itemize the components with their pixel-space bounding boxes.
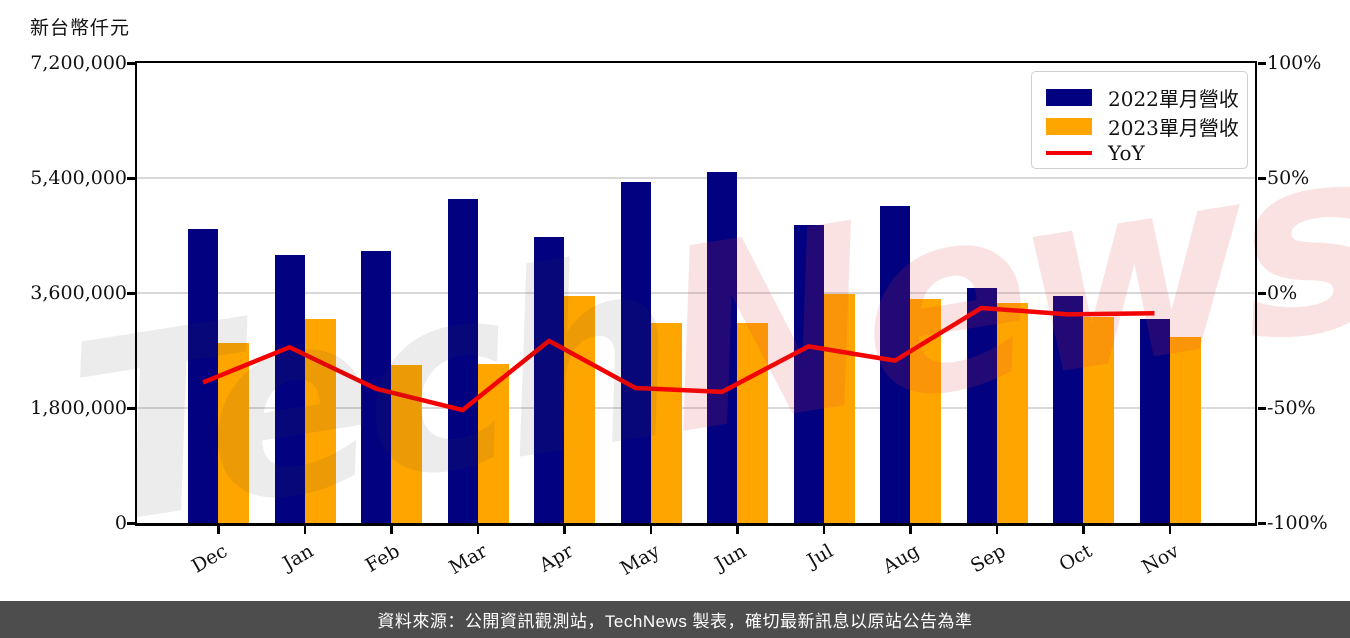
x-axis-tick: [995, 526, 998, 534]
y-axis-label: 7,200,000: [30, 52, 127, 74]
x-axis-label-jun: Jun: [711, 540, 750, 576]
right-axis-tick: [1257, 407, 1266, 410]
gridline: [137, 177, 1255, 179]
legend-label-2023: 2023單月營收: [1108, 116, 1239, 140]
y-axis-label: 3,600,000: [30, 282, 127, 304]
x-axis-tick: [736, 526, 739, 534]
x-axis-label-oct: Oct: [1055, 540, 1096, 576]
x-axis-tick: [217, 526, 220, 534]
x-axis-label-dec: Dec: [187, 540, 231, 578]
x-axis-tick: [649, 526, 652, 534]
x-axis-tick: [909, 526, 912, 534]
percent-axis-label: 100%: [1267, 52, 1322, 74]
chart-figure: 新台幣仟元 TechNews 7,200,0005,400,0003,600,0…: [30, 17, 1350, 583]
y-axis-label: 5,400,000: [30, 167, 127, 189]
x-axis-label-apr: Apr: [535, 540, 577, 577]
x-axis-label-nov: Nov: [1137, 540, 1183, 579]
percent-axis-label: 0%: [1267, 282, 1298, 304]
legend-label-2022: 2022單月營收: [1108, 87, 1239, 111]
legend-item-yoy: YoY: [1046, 141, 1233, 165]
x-axis-tick: [822, 526, 825, 534]
left-axis-tick: [126, 177, 135, 180]
left-axis-tick: [126, 407, 135, 410]
left-axis-tick: [126, 62, 135, 65]
legend-swatch-2023: [1046, 118, 1092, 135]
left-axis-tick: [126, 522, 135, 525]
x-axis-label-jul: Jul: [803, 540, 837, 573]
x-axis-tick: [476, 526, 479, 534]
x-axis-tick: [1168, 526, 1171, 534]
left-axis-tick: [126, 292, 135, 295]
x-axis-tick: [390, 526, 393, 534]
y-axis-unit-label: 新台幣仟元: [30, 17, 131, 39]
percent-axis-label: -100%: [1267, 512, 1328, 534]
y-axis-label: 1,800,000: [30, 397, 127, 419]
legend-item-2023: 2023單月營收: [1046, 112, 1239, 141]
x-axis-tick: [563, 526, 566, 534]
right-axis-tick: [1257, 522, 1266, 525]
right-axis-tick: [1257, 62, 1266, 65]
source-footer-text: 資料來源：公開資訊觀測站，TechNews 製表，確切最新訊息以原站公告為準: [377, 612, 973, 631]
gridline: [137, 292, 1255, 294]
right-axis-tick: [1257, 292, 1266, 295]
bar-2023-nov: [1169, 337, 1201, 523]
percent-axis-label: -50%: [1267, 397, 1316, 419]
legend-swatch-yoy: [1046, 150, 1092, 156]
percent-axis-label: 50%: [1267, 167, 1310, 189]
legend: 2022單月營收 2023單月營收 YoY: [1031, 71, 1248, 169]
x-axis-label-jan: Jan: [279, 540, 318, 575]
y-axis-label: 0: [114, 512, 127, 534]
x-axis-label-sep: Sep: [966, 540, 1010, 578]
x-axis-label-aug: Aug: [878, 540, 923, 579]
axes-layer: 7,200,000 5,400,000 3,600,000 1,800,000 0 100…: [30, 52, 1328, 580]
legend-item-2022: 2022單月營收: [1046, 83, 1239, 112]
x-axis-tick: [1082, 526, 1085, 534]
x-axis-tick: [303, 526, 306, 534]
x-axis-label-may: May: [616, 540, 664, 580]
x-axis-label-mar: Mar: [444, 540, 491, 579]
right-axis-tick: [1257, 177, 1266, 180]
legend-swatch-2022: [1046, 89, 1092, 106]
x-axis-label-feb: Feb: [362, 540, 404, 577]
legend-label-yoy: YoY: [1108, 141, 1145, 165]
source-footer: 資料來源：公開資訊觀測站，TechNews 製表，確切最新訊息以原站公告為準: [0, 601, 1350, 638]
